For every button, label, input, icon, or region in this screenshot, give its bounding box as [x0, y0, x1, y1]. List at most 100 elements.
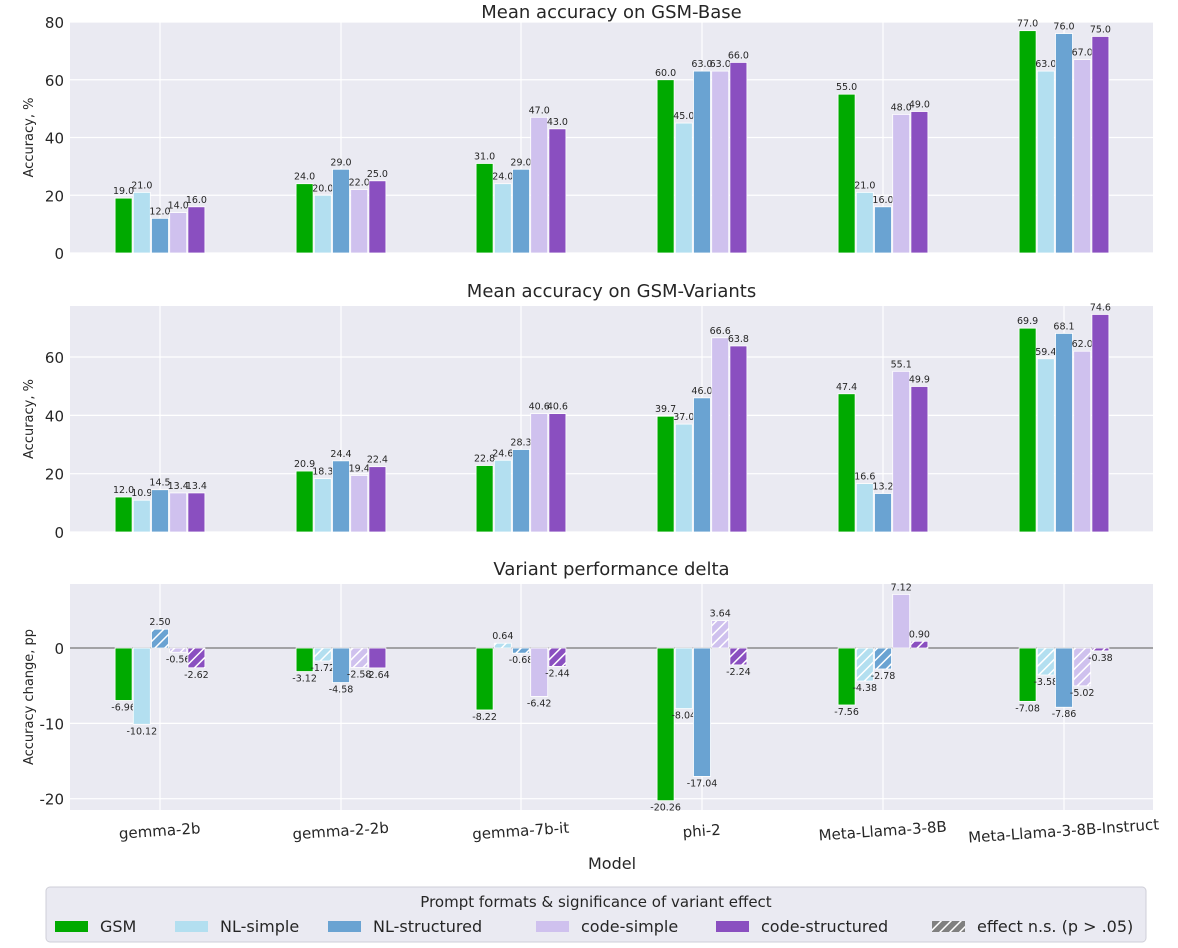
- y-tick-label: 40: [45, 407, 64, 425]
- bar-code-structured-gemma-7b-it-hatch: [548, 648, 566, 667]
- data-label: 69.9: [1017, 316, 1038, 327]
- data-label: -2.24: [726, 667, 751, 678]
- bar-code-structured-meta-llama-3-8b-instruct: [1091, 314, 1110, 533]
- data-label: 31.0: [474, 151, 495, 162]
- panel-gsm-variants: 0 20 40 60 12.0 20.9 22.8 39.7 47.4 69.9 10.9 18.3…: [22, 281, 1153, 542]
- chart-title-variant-delta: Variant performance delta: [493, 559, 729, 580]
- data-label: 67.0: [1072, 48, 1093, 59]
- data-label: -4.58: [329, 685, 354, 696]
- data-label: 48.0: [891, 102, 912, 113]
- data-label: 55.1: [891, 359, 912, 370]
- data-label: 74.6: [1090, 302, 1111, 313]
- y-tick-label: 80: [45, 14, 64, 32]
- bar-gsm-meta-llama-3-8b: [837, 393, 856, 533]
- bar-gsm-gemma-7b-it: [475, 647, 494, 711]
- legend-swatch-gsm: [55, 921, 88, 932]
- data-label: -2.78: [871, 671, 896, 682]
- bar-nl-structured-gemma-2-2b: [332, 168, 350, 254]
- data-label: -8.04: [672, 711, 697, 722]
- legend-swatch-code-structured: [716, 921, 749, 932]
- data-label: 13.4: [168, 481, 189, 492]
- data-label: 21.0: [854, 180, 875, 191]
- chart-title-gsm-base: Mean accuracy on GSM-Base: [481, 2, 741, 23]
- data-label: -3.12: [292, 674, 317, 685]
- data-label: -0.38: [1088, 653, 1113, 664]
- bar-nl-simple-gemma-2-2b-hatch: [314, 648, 332, 661]
- data-label: -4.38: [853, 683, 878, 694]
- data-label: 22.4: [367, 455, 388, 466]
- bar-gsm-gemma-2-2b: [295, 470, 314, 533]
- data-label: -7.86: [1052, 709, 1077, 720]
- bar-code-simple-meta-llama-3-8b-instruct: [1073, 350, 1092, 533]
- bar-code-simple-meta-llama-3-8b: [892, 593, 911, 649]
- bar-nl-structured-meta-llama-3-8b-instruct: [1055, 33, 1073, 254]
- data-label: 25.0: [367, 169, 388, 180]
- bar-code-simple-gemma-2-2b-hatch: [350, 648, 368, 668]
- bar-nl-simple-gemma-2b: [132, 499, 151, 533]
- legend: Prompt formats & significance of variant…: [45, 886, 1147, 943]
- data-label: 13.2: [872, 482, 893, 493]
- data-label: 68.1: [1053, 321, 1074, 332]
- data-label: 0.64: [492, 631, 513, 642]
- panel-gsm-base: 0 20 40 60 80 19.0 24.0 31.0 60.0 55.0 77.0 21.0 20…: [22, 2, 1153, 263]
- data-label: 63.0: [691, 59, 712, 70]
- bar-code-structured-meta-llama-3-8b-hatch: [910, 641, 928, 649]
- bar-code-structured-phi-2: [729, 345, 748, 533]
- bar-nl-simple-phi-2: [674, 423, 693, 533]
- data-label: 75.0: [1090, 24, 1111, 35]
- data-label: 63.0: [1035, 59, 1056, 70]
- data-label: 12.0: [113, 485, 134, 496]
- bar-code-simple-gemma-2b: [169, 212, 188, 254]
- bar-nl-structured-meta-llama-3-8b: [874, 493, 892, 533]
- bar-gsm-gemma-2b: [114, 647, 133, 701]
- x-tick-label-meta-llama-3-8b: Meta-Llama-3-8B: [818, 818, 947, 845]
- bar-code-simple-gemma-2-2b: [350, 475, 369, 533]
- y-tick-label: -20: [40, 791, 65, 809]
- bar-nl-simple-meta-llama-3-8b: [855, 191, 874, 254]
- bar-code-simple-phi-2: [711, 337, 730, 533]
- bar-code-simple-gemma-2b: [169, 492, 188, 533]
- data-label: 49.9: [909, 374, 930, 385]
- bar-code-structured-gemma-7b-it: [548, 413, 567, 533]
- bar-code-structured-gemma-2b: [187, 206, 206, 254]
- bar-code-structured-gemma-2b-hatch: [187, 648, 205, 668]
- bar-nl-simple-gemma-2b: [132, 191, 151, 254]
- bar-gsm-gemma-2-2b: [295, 183, 314, 254]
- bar-code-simple-meta-llama-3-8b-instruct: [1073, 59, 1092, 254]
- data-label: 62.0: [1072, 339, 1093, 350]
- bar-code-structured-gemma-2-2b: [368, 647, 387, 669]
- bar-nl-structured-meta-llama-3-8b: [874, 206, 892, 254]
- data-label: -7.56: [834, 707, 859, 718]
- data-label: 3.64: [710, 609, 731, 620]
- legend-swatch-code-simple: [536, 921, 569, 932]
- data-label: 60.0: [655, 68, 676, 79]
- bar-code-structured-gemma-7b-it: [548, 128, 567, 254]
- data-label: 16.6: [854, 472, 875, 483]
- bar-nl-simple-meta-llama-3-8b: [855, 483, 874, 533]
- y-tick-label: -10: [40, 715, 65, 733]
- y-axis-label-gsm-base: Accuracy, %: [22, 98, 37, 178]
- data-label: 20.9: [294, 459, 315, 470]
- x-tick-labels: gemma-2b gemma-2-2b gemma-7b-it phi-2 Meta-L…: [118, 815, 1159, 846]
- bar-code-structured-meta-llama-3-8b: [910, 386, 929, 533]
- bar-nl-structured-gemma-7b-it: [512, 449, 530, 533]
- bar-code-structured-meta-llama-3-8b-instruct: [1091, 36, 1110, 254]
- bar-code-simple-gemma-2b-hatch: [169, 648, 187, 653]
- grid-gsm-variants: 0 20 40 60: [45, 306, 1153, 542]
- bar-nl-simple-gemma-7b-it: [493, 459, 512, 533]
- data-label: 59.4: [1035, 347, 1056, 358]
- bar-nl-structured-meta-llama-3-8b-instruct: [1055, 647, 1073, 708]
- bar-code-simple-phi-2-hatch: [711, 620, 729, 649]
- bar-code-structured-gemma-2-2b: [368, 466, 387, 533]
- data-label: 22.8: [474, 454, 495, 465]
- y-tick-label: 40: [45, 130, 64, 148]
- data-label: 29.0: [510, 157, 531, 168]
- bar-nl-simple-meta-llama-3-8b-hatch: [856, 648, 874, 682]
- bar-nl-simple-gemma-2b: [132, 647, 151, 725]
- bar-code-simple-gemma-2-2b: [350, 189, 369, 254]
- bar-nl-structured-gemma-2-2b: [332, 647, 350, 683]
- bar-code-structured-gemma-2-2b: [368, 180, 387, 254]
- data-label: 76.0: [1053, 22, 1074, 33]
- bar-code-structured-meta-llama-3-8b-instruct-hatch: [1091, 648, 1109, 651]
